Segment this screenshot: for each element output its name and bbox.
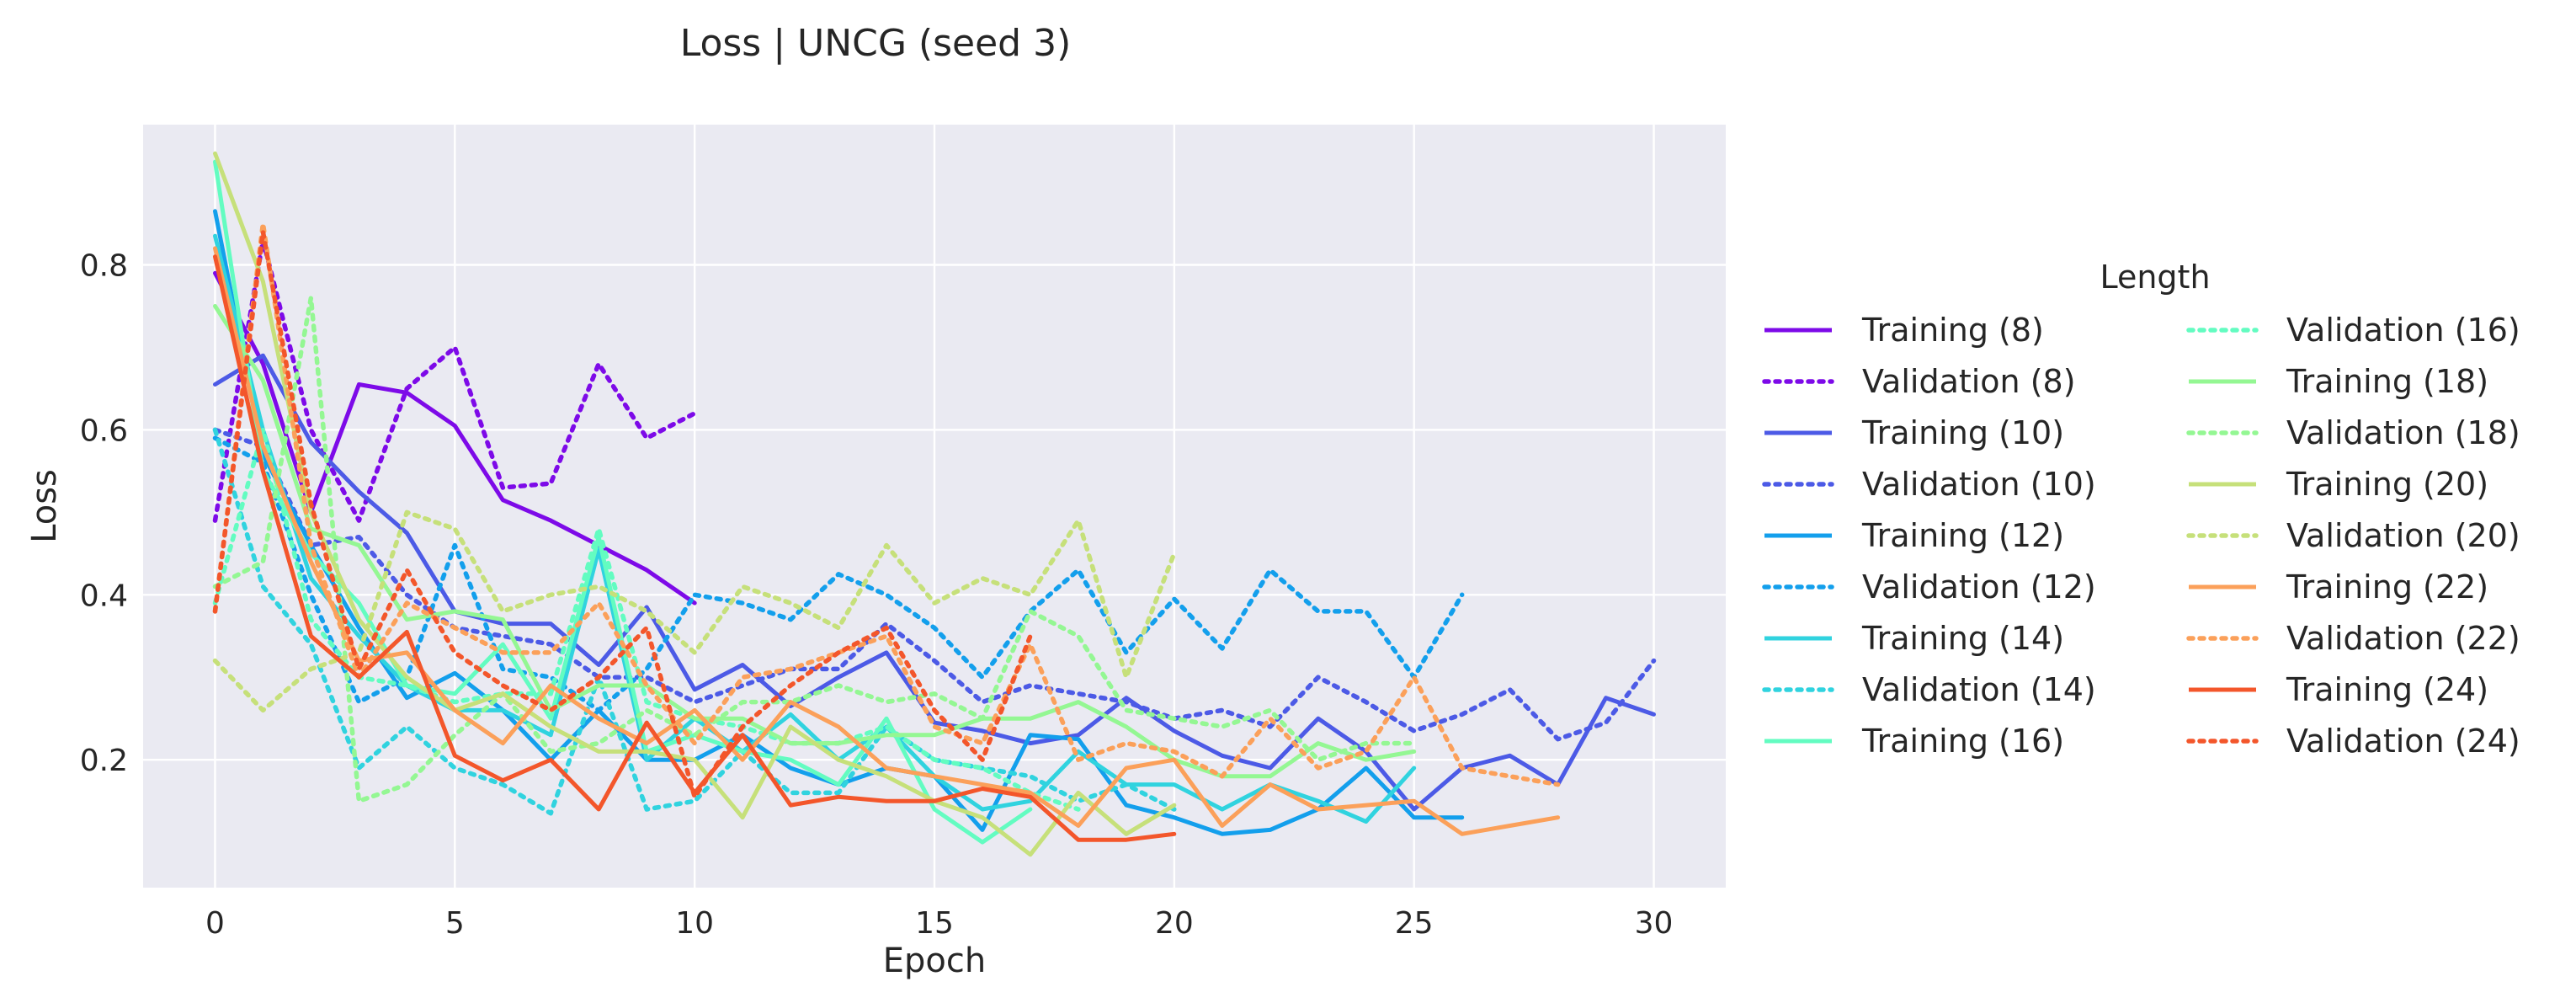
- legend-entry: Validation (20): [2286, 517, 2520, 554]
- x-tick-label: 0: [205, 906, 225, 941]
- x-tick-label: 20: [1155, 906, 1194, 941]
- series-line: [212, 295, 1417, 803]
- legend-entry: Validation (8): [1862, 363, 2076, 400]
- legend-entry: Validation (24): [2286, 723, 2520, 760]
- legend: Length Training (8) Validation (8) Trainin…: [1762, 259, 2520, 760]
- series-line: [212, 427, 1177, 816]
- series-line: [212, 221, 1561, 787]
- y-tick-label: 0.8: [80, 249, 128, 284]
- legend-title: Length: [2100, 259, 2210, 296]
- x-tick-label: 5: [445, 906, 465, 941]
- x-tick-label: 30: [1635, 906, 1674, 941]
- legend-entry: Validation (18): [2286, 414, 2520, 451]
- legend-entry: Training (12): [1861, 517, 2064, 554]
- series-line: [213, 270, 697, 606]
- x-tick-label: 15: [915, 906, 954, 941]
- x-axis-label: Epoch: [883, 942, 986, 980]
- series-line: [212, 435, 1465, 713]
- legend-entry: Training (22): [2286, 568, 2488, 606]
- legend-entry: Training (10): [1861, 414, 2064, 451]
- series-line: [212, 237, 697, 523]
- legend-entry: Training (16): [1861, 723, 2064, 760]
- legend-entry: Training (18): [2286, 363, 2488, 400]
- y-tick-label: 0.2: [80, 744, 128, 778]
- y-axis-ticks: 0.2 0.4 0.6 0.8: [80, 249, 128, 779]
- y-axis-label: Loss: [25, 469, 64, 543]
- x-tick-label: 25: [1395, 906, 1434, 941]
- chart-title: Loss | UNCG (seed 3): [680, 22, 1072, 65]
- series-lines: [212, 151, 1657, 857]
- legend-entry: Validation (12): [1862, 568, 2096, 606]
- legend-entry: Training (20): [2286, 466, 2488, 503]
- x-tick-label: 10: [675, 906, 714, 941]
- legend-entry: Validation (22): [2286, 620, 2520, 657]
- legend-entry: Validation (16): [2286, 312, 2520, 349]
- series-line: [212, 229, 1033, 800]
- series-line: [213, 246, 1561, 836]
- series-line: [212, 510, 1177, 713]
- y-tick-label: 0.6: [80, 413, 128, 448]
- legend-entry: Validation (14): [1862, 671, 2096, 708]
- legend-entry: Training (14): [1861, 620, 2064, 657]
- y-tick-label: 0.4: [80, 579, 128, 613]
- x-axis-ticks: 0 5 10 15 20 25 30: [205, 906, 1673, 941]
- legend-entry: Training (8): [1861, 312, 2044, 349]
- legend-entry: Training (24): [2286, 671, 2488, 708]
- legend-entry: Validation (10): [1862, 466, 2096, 503]
